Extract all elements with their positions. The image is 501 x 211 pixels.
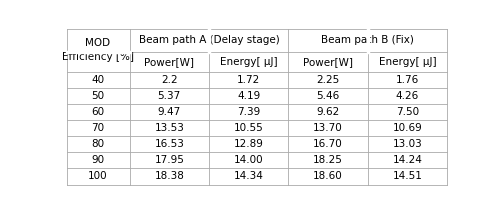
Text: 1.72: 1.72 [237,74,260,85]
Text: 14.00: 14.00 [234,155,264,165]
Text: 70: 70 [92,123,105,133]
Text: 10.69: 10.69 [392,123,422,133]
Text: 13.53: 13.53 [154,123,184,133]
Text: MOD
Efficiency [%]: MOD Efficiency [%] [62,38,134,62]
Text: 9.47: 9.47 [158,107,181,117]
Text: 100: 100 [88,172,108,181]
Text: 14.51: 14.51 [392,172,422,181]
Text: 7.50: 7.50 [396,107,419,117]
Text: 7.39: 7.39 [237,107,260,117]
Text: 2.25: 2.25 [316,74,340,85]
Text: 18.60: 18.60 [313,172,343,181]
Text: 5.37: 5.37 [158,91,181,101]
Text: Beam path B (Fix): Beam path B (Fix) [321,35,414,45]
Text: 9.62: 9.62 [316,107,340,117]
Text: 16.53: 16.53 [154,139,184,149]
Text: Energy[ μJ]: Energy[ μJ] [379,57,436,67]
Text: 1.76: 1.76 [396,74,419,85]
Text: Beam path A (Delay stage): Beam path A (Delay stage) [139,35,280,45]
Text: Power[W]: Power[W] [144,57,194,67]
Text: 14.24: 14.24 [392,155,422,165]
Text: 14.34: 14.34 [233,172,264,181]
Text: Energy[ μJ]: Energy[ μJ] [220,57,278,67]
Text: 40: 40 [92,74,105,85]
Text: 17.95: 17.95 [154,155,184,165]
Text: 60: 60 [92,107,105,117]
Text: 18.25: 18.25 [313,155,343,165]
Text: 16.70: 16.70 [313,139,343,149]
Text: 4.19: 4.19 [237,91,260,101]
Text: 80: 80 [92,139,105,149]
Text: 90: 90 [92,155,105,165]
Text: 5.46: 5.46 [316,91,340,101]
Text: 4.26: 4.26 [396,91,419,101]
Text: 13.03: 13.03 [392,139,422,149]
Text: 10.55: 10.55 [234,123,264,133]
Text: 12.89: 12.89 [233,139,264,149]
Text: 50: 50 [92,91,105,101]
Text: 2.2: 2.2 [161,74,177,85]
Text: 18.38: 18.38 [154,172,184,181]
Text: Power[W]: Power[W] [303,57,353,67]
Text: 13.70: 13.70 [313,123,343,133]
